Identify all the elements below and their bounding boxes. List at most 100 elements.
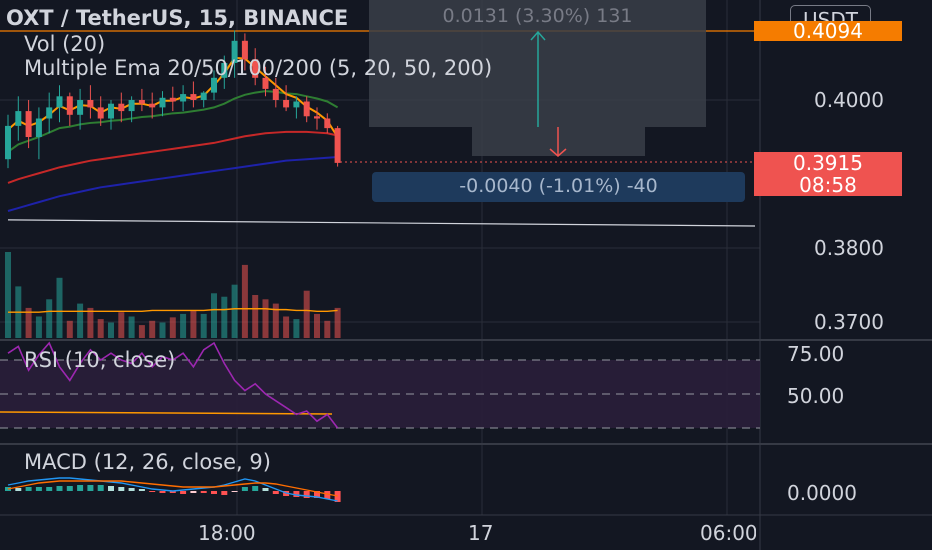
volume-bar [46,299,53,338]
macd-histogram-bar [97,485,104,491]
price-label-2: 0.3700 [814,310,884,334]
macd-histogram-bar [5,487,11,491]
volume-bar [211,293,217,338]
macd-histogram-bar [211,491,217,494]
current-price-tag: 0.3915 08:58 [754,152,902,196]
macd-histogram-bar [180,491,187,494]
volume-bar [221,296,228,338]
candle-body [169,97,176,102]
macd-histogram-bar [314,491,320,498]
candle-body [221,63,228,78]
time-label-2: 06:00 [700,521,756,545]
rsi-label-0: 75.00 [787,342,845,366]
macd-histogram-bar [221,491,228,495]
candle-body [303,101,310,117]
candle-body [108,103,114,119]
candle-body [262,77,269,89]
price-label-1: 0.3800 [814,236,884,260]
volume-bar [262,299,269,338]
candle-body [87,100,94,108]
high-price-tag: 0.4094 [754,21,902,41]
macd-legend[interactable]: MACD (12, 26, close, 9) [24,450,271,474]
ema-lines [7,56,339,212]
volume-bar [108,322,114,338]
candle-body [241,40,248,60]
time-label-1: 17 [468,521,494,545]
candle-body [118,103,125,112]
ema-200-line [7,155,338,212]
macd-histogram-bar [56,486,63,491]
candle-body [159,97,166,108]
volume-legend[interactable]: Vol (20) [24,32,106,56]
volume-bar [87,307,94,338]
ema-mid-line [7,90,339,153]
volume-bar [149,320,156,338]
macd-histogram-bar [87,485,94,491]
candle-body [324,118,331,129]
measure-lower-label: -0.0040 (-1.01%) -40 [372,172,745,202]
volume-bar [252,295,259,338]
symbol-title[interactable]: OXT / TetherUS, 15, BINANCE [6,6,349,30]
macd-histogram-bar [231,491,238,492]
macd-histogram-bar [303,491,310,498]
volume-bar [159,322,166,338]
candle-body [128,100,135,112]
macd-pane [5,477,341,502]
candle-body [314,116,320,119]
ema-legend[interactable]: Multiple Ema 20/50/100/200 (5, 20, 50, 2… [24,56,493,80]
macd-histogram-bar [149,491,156,492]
volume-bar [138,325,145,338]
volume-bar [231,284,238,338]
macd-histogram-bar [272,491,279,494]
macd-histogram-bar [46,487,53,491]
volume-bar [190,310,197,338]
candles [5,30,341,169]
rsi-label-1: 50.00 [787,384,845,408]
macd-histogram-bar [66,486,73,491]
candle-body [35,118,42,137]
volume-bar [66,320,73,338]
candle-body [66,96,73,115]
volume-bars [5,252,341,338]
candle-body [138,100,145,104]
volume-bar [272,303,279,338]
volume-bar [25,307,32,338]
candle-body [77,100,84,115]
candle-body [25,111,32,137]
volume-bar [314,313,320,338]
candle-body [231,40,238,63]
volume-bar [303,290,310,338]
volume-bar [128,316,135,338]
macd-histogram-bar [15,488,22,491]
rsi-pane [0,341,760,429]
macd-histogram-bar [77,485,84,491]
volume-bar [293,319,300,338]
high-price-value: 0.4094 [793,21,863,41]
macd-histogram-bar [169,491,176,493]
candle-body [97,107,104,119]
macd-histogram-bar [334,491,341,502]
candle-body [15,111,22,126]
rsi-legend[interactable]: RSI (10, close) [24,348,176,372]
volume-bar [283,316,290,338]
measure-tool[interactable] [369,0,706,157]
candle-body [293,101,300,108]
candle-body [272,88,279,100]
trendline [7,219,756,227]
candle-body [211,77,217,93]
measure-upper-label: 0.0131 (3.30%) 131 [442,6,633,26]
volume-bar [169,317,176,338]
macd-line [7,477,338,502]
ema-slow-line [7,130,338,184]
volume-bar [180,313,187,338]
macd-histogram-bar [200,491,207,493]
volume-bar [56,277,63,338]
macd-histogram-bar [190,491,197,493]
volume-bar [334,307,341,338]
volume-bar [241,264,248,338]
macd-histogram-bar [35,487,42,491]
macd-histogram-bar [138,489,145,491]
measure-up-arrow [530,30,546,41]
candle-body [56,96,63,108]
